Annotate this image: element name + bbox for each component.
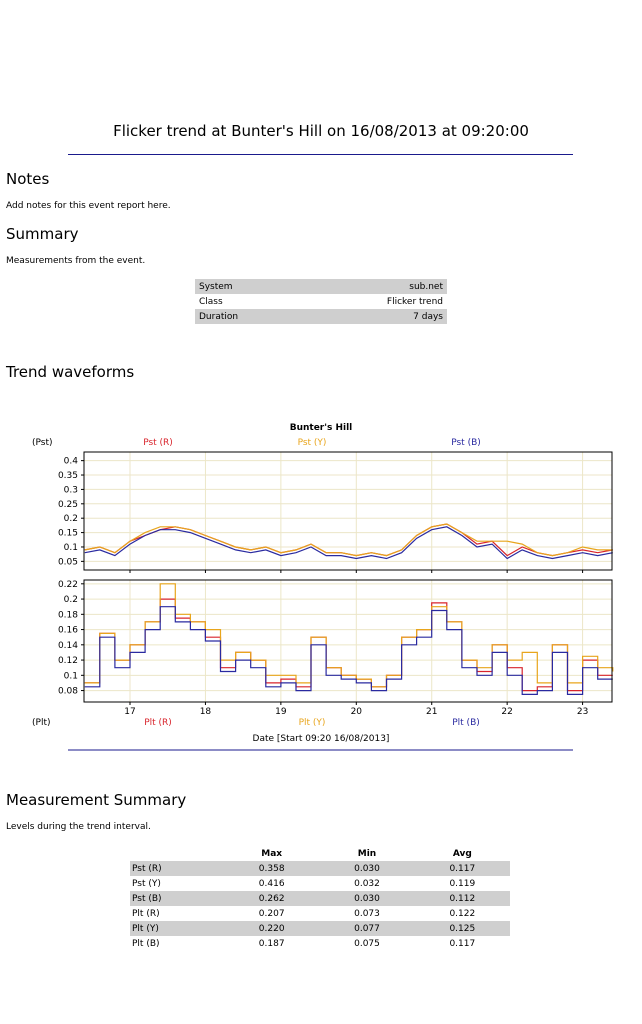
summary-heading: Summary bbox=[6, 225, 79, 243]
summary-label: System bbox=[195, 279, 302, 294]
y-tick-label: 0.3 bbox=[64, 485, 78, 495]
summary-table: System sub.net Class Flicker trend Durat… bbox=[195, 279, 447, 324]
measurement-label: Pst (Y) bbox=[132, 878, 161, 889]
measurement-label: Pst (B) bbox=[130, 891, 224, 906]
y-axis-label-plt: (Plt) bbox=[32, 718, 50, 728]
column-header-min: Min bbox=[357, 848, 377, 859]
y-tick-label: 0.15 bbox=[58, 529, 78, 539]
y-tick-label: 0.25 bbox=[58, 500, 78, 510]
measurement-row: Pst (R) 0.358 0.030 0.117 bbox=[130, 861, 510, 876]
measurement-avg-value: 0.112 bbox=[414, 891, 510, 906]
series-line-plt-b bbox=[84, 606, 613, 695]
measurement-label: Plt (R) bbox=[132, 908, 160, 919]
measurement-min-value: 0.073 bbox=[354, 908, 380, 919]
summary-value: 7 days bbox=[301, 309, 447, 324]
x-tick-label: 23 bbox=[577, 707, 588, 717]
measurement-table: Max Min Avg Pst (R) 0.358 0.030 0.117 Pst (Y… bbox=[130, 846, 510, 951]
column-header-avg: Avg bbox=[452, 848, 472, 859]
summary-label: Class bbox=[199, 296, 223, 307]
notes-heading: Notes bbox=[6, 170, 50, 188]
measurement-min-value: 0.030 bbox=[319, 861, 415, 876]
legend-entry: Pst (B) bbox=[451, 438, 481, 448]
y-tick-label: 0.35 bbox=[58, 471, 78, 481]
x-tick-label: 17 bbox=[124, 707, 135, 717]
measurement-row: Plt (R) 0.207 0.073 0.122 bbox=[130, 906, 510, 921]
measurement-heading: Measurement Summary bbox=[6, 791, 187, 809]
measurement-text: Levels during the trend interval. bbox=[6, 822, 151, 832]
y-tick-label: 0.18 bbox=[58, 610, 78, 620]
x-tick-label: 19 bbox=[275, 707, 287, 717]
legend-entry: Pst (R) bbox=[143, 438, 173, 448]
summary-text: Measurements from the event. bbox=[6, 256, 146, 266]
plot-frame bbox=[83, 451, 613, 571]
measurement-row: Pst (B) 0.262 0.030 0.112 bbox=[130, 891, 510, 906]
plot-frame bbox=[83, 579, 613, 703]
measurement-avg-value: 0.122 bbox=[449, 908, 476, 919]
measurement-avg-value: 0.125 bbox=[414, 921, 510, 936]
x-tick-label: 20 bbox=[351, 707, 363, 717]
y-tick-label: 0.05 bbox=[58, 557, 78, 567]
y-axis-label-pst: (Pst) bbox=[32, 438, 53, 448]
measurement-row: Pst (Y) 0.416 0.032 0.119 bbox=[130, 876, 510, 891]
y-tick-label: 0.12 bbox=[58, 656, 78, 666]
measurement-max-value: 0.220 bbox=[224, 921, 320, 936]
chart-title: Bunter's Hill bbox=[290, 423, 353, 433]
summary-label: Duration bbox=[195, 309, 302, 324]
measurement-min-value: 0.032 bbox=[354, 878, 380, 889]
title-rule bbox=[68, 154, 573, 155]
measurement-header-row: Max Min Avg bbox=[130, 846, 510, 861]
measurement-max-value: 0.416 bbox=[258, 878, 285, 889]
measurement-label: Plt (B) bbox=[132, 938, 160, 949]
measurement-row: Plt (Y) 0.220 0.077 0.125 bbox=[130, 921, 510, 936]
report-title: Flicker trend at Bunter's Hill on 16/08/… bbox=[113, 122, 529, 140]
x-axis-label: Date [Start 09:20 16/08/2013] bbox=[253, 734, 390, 744]
x-tick-label: 18 bbox=[200, 707, 212, 717]
measurement-max-value: 0.207 bbox=[258, 908, 285, 919]
summary-row: Duration 7 days bbox=[195, 309, 447, 324]
y-tick-label: 0.1 bbox=[64, 671, 78, 681]
y-tick-label: 0.08 bbox=[58, 687, 78, 697]
legend-entry: Plt (B) bbox=[452, 718, 480, 728]
summary-row: Class Flicker trend bbox=[195, 294, 447, 309]
legend-entry: Plt (R) bbox=[144, 718, 172, 728]
summary-value: sub.net bbox=[301, 279, 447, 294]
y-tick-label: 0.2 bbox=[64, 514, 78, 524]
measurement-min-value: 0.077 bbox=[319, 921, 415, 936]
trend-heading: Trend waveforms bbox=[6, 363, 135, 381]
measurement-max-value: 0.187 bbox=[258, 938, 285, 949]
notes-text: Add notes for this event report here. bbox=[6, 201, 171, 211]
x-tick-label: 21 bbox=[426, 707, 437, 717]
measurement-avg-value: 0.119 bbox=[449, 878, 476, 889]
y-tick-label: 0.1 bbox=[64, 543, 78, 553]
measurement-max-value: 0.358 bbox=[224, 861, 320, 876]
measurement-avg-value: 0.117 bbox=[449, 938, 476, 949]
measurement-min-value: 0.030 bbox=[319, 891, 415, 906]
series-line-pst-y bbox=[84, 523, 613, 557]
column-header-max: Max bbox=[261, 848, 283, 859]
measurement-label: Plt (Y) bbox=[130, 921, 224, 936]
measurement-label: Pst (R) bbox=[130, 861, 224, 876]
legend-entry: Pst (Y) bbox=[298, 438, 327, 448]
series-line-plt-y bbox=[84, 583, 614, 688]
measurement-avg-value: 0.117 bbox=[414, 861, 510, 876]
legend-entry: Plt (Y) bbox=[299, 718, 326, 728]
measurement-row: Plt (B) 0.187 0.075 0.117 bbox=[130, 936, 510, 951]
y-tick-label: 0.2 bbox=[64, 595, 78, 605]
summary-row: System sub.net bbox=[195, 279, 447, 294]
series-line-pst-b bbox=[84, 526, 613, 560]
measurement-min-value: 0.075 bbox=[354, 938, 380, 949]
y-tick-label: 0.14 bbox=[58, 641, 78, 651]
y-tick-label: 0.22 bbox=[58, 580, 78, 590]
measurement-max-value: 0.262 bbox=[224, 891, 320, 906]
y-tick-label: 0.4 bbox=[64, 457, 79, 467]
trend-chart: 0.05 0.1 0.15 0.2 0.25 0.3 0.35 0.4 0.08 0.1 0.12 0… bbox=[32, 423, 614, 751]
y-tick-label: 0.16 bbox=[58, 626, 78, 636]
summary-value: Flicker trend bbox=[386, 296, 443, 307]
x-tick-label: 22 bbox=[501, 707, 512, 717]
